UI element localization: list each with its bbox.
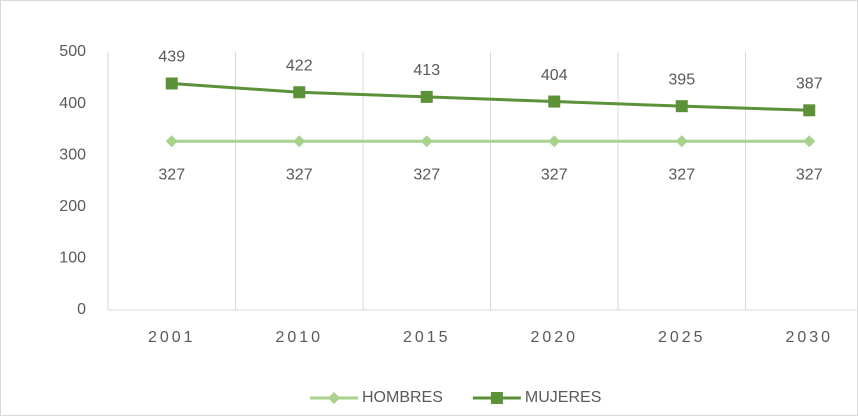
y-tick-label: 300 [59,146,86,163]
marker [420,90,433,103]
data-label: 395 [668,71,695,88]
data-label: 387 [796,76,823,93]
x-tick-label: 2030 [785,329,833,346]
y-tick-label: 400 [59,95,86,112]
legend-marker [328,392,340,404]
marker [165,77,178,90]
data-label: 327 [796,166,823,183]
marker [420,135,433,148]
series-line [171,81,810,112]
y-tick-label: 100 [59,250,86,267]
data-label: 439 [158,49,185,66]
x-tick-label: 2020 [530,329,578,346]
x-tick-label: 2001 [148,329,196,346]
x-tick-label: 2010 [275,329,323,346]
x-tick-label: 2015 [403,329,451,346]
marker [548,135,561,148]
x-tick-label: 2025 [658,329,706,346]
y-tick-label: 500 [59,43,86,60]
data-label: 327 [158,166,185,183]
data-label: 327 [286,166,313,183]
marker [548,95,561,108]
data-label: 404 [541,67,568,84]
marker [803,104,816,117]
y-tick-label: 200 [59,198,86,215]
y-tick-label: 0 [77,301,86,318]
legend-label: MUJERES [525,389,601,406]
marker [165,135,178,148]
data-label: 327 [668,166,695,183]
marker [293,135,306,148]
legend-label: HOMBRES [362,389,443,406]
data-label: 327 [413,166,440,183]
marker [803,135,816,148]
marker [293,86,306,99]
marker [675,135,688,148]
marker [675,100,688,113]
data-label: 413 [413,62,440,79]
legend-marker [490,392,503,404]
data-label: 422 [286,57,313,74]
data-label: 327 [541,166,568,183]
